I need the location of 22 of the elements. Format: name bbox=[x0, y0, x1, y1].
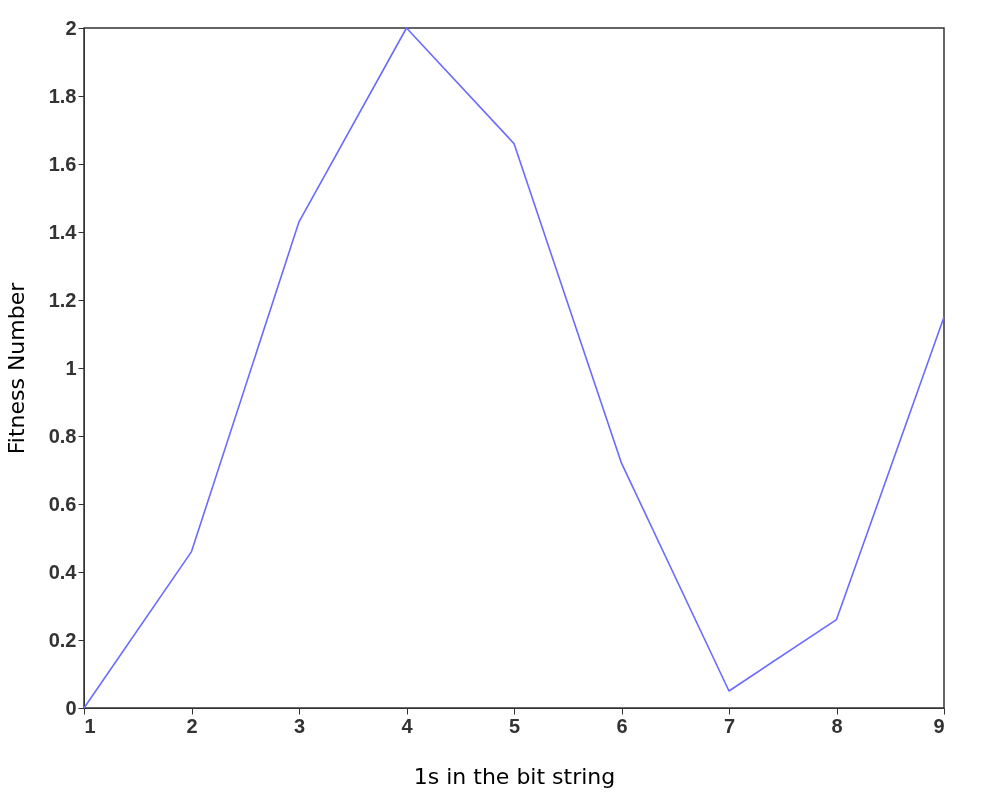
y-axis-title: Fitness Number bbox=[3, 281, 29, 455]
y-tick-label: 1 bbox=[65, 356, 77, 379]
y-tick-label: 0.4 bbox=[48, 560, 78, 583]
y-tick-label: 1.2 bbox=[48, 288, 77, 311]
y-tick-label: 1.6 bbox=[48, 152, 77, 175]
x-tick-label: 6 bbox=[616, 714, 628, 737]
y-tick-label: 0.6 bbox=[48, 492, 77, 515]
y-tick-label: 1.8 bbox=[48, 84, 77, 107]
x-tick-label: 8 bbox=[831, 714, 843, 737]
x-tick-label: 3 bbox=[293, 714, 306, 737]
y-tick-label: 2 bbox=[65, 16, 77, 39]
x-tick-label: 7 bbox=[723, 714, 736, 737]
x-tick-label: 1 bbox=[84, 714, 96, 737]
x-tick-label: 2 bbox=[186, 714, 198, 737]
y-tick-label: 0 bbox=[65, 696, 77, 719]
y-tick-label: 0.2 bbox=[48, 628, 77, 651]
x-tick-label: 9 bbox=[933, 714, 945, 737]
y-tick-label: 0.8 bbox=[48, 424, 77, 447]
y-tick-label: 1.4 bbox=[48, 220, 78, 243]
x-axis-title: 1s in the bit string bbox=[413, 763, 616, 789]
x-tick-label: 4 bbox=[401, 714, 414, 737]
x-tick-label: 5 bbox=[508, 714, 521, 737]
